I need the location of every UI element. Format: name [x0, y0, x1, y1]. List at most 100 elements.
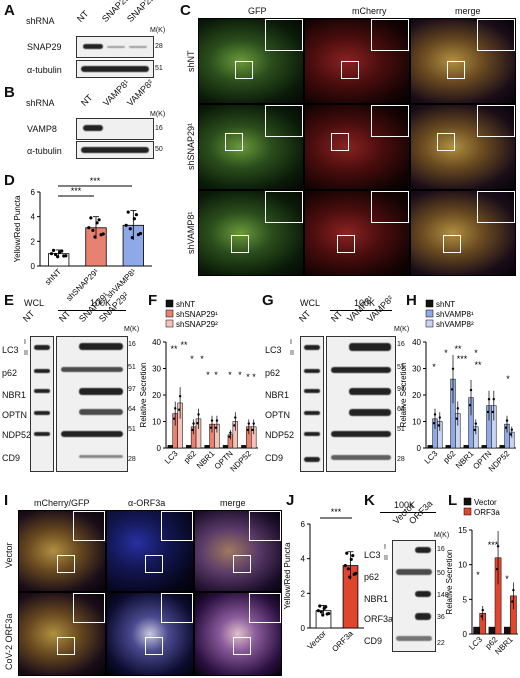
mw-marker: 16: [397, 341, 405, 348]
bar: [503, 626, 511, 635]
data-point: [322, 606, 326, 610]
sig-marker: ***: [331, 507, 342, 517]
mw-marker: 51: [397, 364, 405, 371]
y-tick-label: 0: [463, 630, 468, 639]
data-point: [318, 604, 322, 608]
sig-marker: *: [444, 348, 448, 358]
data-point: [468, 404, 472, 407]
data-point: [87, 226, 91, 230]
data-point: [229, 431, 232, 434]
bar: [209, 423, 215, 449]
data-point: [51, 248, 56, 252]
row-label: shSNAP29¹: [186, 122, 196, 170]
bar: [468, 397, 474, 449]
lane-label: NT: [20, 308, 37, 324]
row-label: α-tubulin: [27, 65, 62, 75]
micrograph-shsnap29-mcherry: [304, 104, 410, 190]
data-point: [134, 213, 139, 217]
x-tick-label: LC3: [467, 635, 484, 652]
data-point: [209, 426, 213, 429]
bar: [315, 610, 332, 629]
legend-label: shSNAP29¹: [176, 310, 218, 319]
bar: [488, 626, 496, 635]
mw-header: M(K): [124, 326, 140, 333]
data-point: [62, 254, 66, 258]
bar: [214, 423, 220, 449]
data-point: [251, 428, 254, 432]
mw-marker: 50: [155, 146, 163, 153]
legend-swatch: [463, 497, 472, 506]
data-point: [450, 388, 454, 391]
data-point: [56, 255, 60, 259]
mw-header: M(K): [434, 532, 450, 539]
x-tick-label: OPTN: [471, 449, 493, 471]
lc3-ii-label: II: [24, 350, 28, 357]
y-tick-label: 0: [157, 444, 162, 453]
sig-marker: **: [474, 360, 482, 370]
x-tick-label: LC3: [423, 449, 440, 466]
legend-label: shVAMP8¹: [436, 310, 474, 319]
panel-label-i: I: [4, 492, 9, 509]
y-tick-label: 40: [152, 338, 161, 347]
data-point: [228, 435, 231, 438]
y-tick-label: 4: [31, 213, 36, 222]
y-tick-label: 0: [31, 262, 36, 271]
sig-marker: *: [238, 370, 242, 380]
data-point: [432, 422, 436, 425]
data-point: [197, 413, 200, 416]
row-label: p62: [364, 572, 380, 582]
sig-marker: ***: [71, 186, 82, 196]
data-point: [196, 422, 199, 425]
row-label: LC3: [364, 550, 381, 560]
row-label: NBR1: [364, 594, 389, 604]
x-tick-label: p62: [182, 449, 198, 465]
sig-marker: *: [252, 372, 256, 382]
micrograph-shsnap29-merge: [410, 104, 516, 190]
sig-marker: *: [432, 362, 436, 372]
mw-marker: 51: [128, 426, 136, 433]
y-axis-label: Relative Secretion: [139, 363, 148, 428]
data-point: [512, 588, 515, 592]
lane-label: SNAP29²: [124, 0, 159, 24]
data-point: [495, 567, 499, 571]
y-tick-label: 15: [458, 526, 467, 535]
panel-label-k: K: [364, 492, 375, 509]
bar: [185, 445, 192, 449]
data-point: [177, 408, 181, 411]
blot-snap29: [76, 36, 154, 58]
y-tick-label: 4: [301, 555, 306, 564]
micrograph-shvamp8-mcherry: [304, 190, 410, 276]
data-point: [474, 422, 477, 425]
bar: [437, 421, 443, 449]
data-point: [325, 612, 329, 616]
legend-swatch: [425, 309, 434, 318]
x-tick-label: p62: [442, 449, 458, 465]
data-point: [95, 221, 99, 225]
lc3-ii-label: II: [384, 555, 388, 562]
data-point: [60, 249, 64, 253]
data-point: [192, 422, 195, 425]
mw-marker: 16: [437, 546, 445, 553]
legend-swatch: [425, 299, 434, 308]
data-point: [473, 428, 476, 432]
column-label: α-ORF3a: [128, 498, 166, 508]
bar: [342, 565, 359, 629]
row-label: shVAMP8¹: [186, 211, 196, 254]
data-point: [481, 608, 484, 612]
micrograph-shnt-gfp: [198, 18, 304, 104]
bar: [167, 445, 173, 449]
y-tick-label: 30: [412, 365, 421, 374]
panel-label-h: H: [406, 292, 417, 309]
bar: [479, 612, 487, 635]
sig-marker: *: [228, 370, 232, 380]
panel-label-b: B: [4, 84, 15, 101]
y-axis-label: Yellow/Red Puncta: [283, 542, 292, 609]
data-point: [252, 422, 255, 425]
wcl-label: WCL: [24, 298, 44, 308]
sig-marker: *: [246, 372, 250, 382]
mw-marker: 51: [397, 426, 405, 433]
bar: [232, 421, 239, 449]
row-label: p62: [265, 368, 281, 378]
row-label: NBR1: [2, 390, 27, 400]
micrograph-vector-orf3a: [106, 510, 194, 592]
